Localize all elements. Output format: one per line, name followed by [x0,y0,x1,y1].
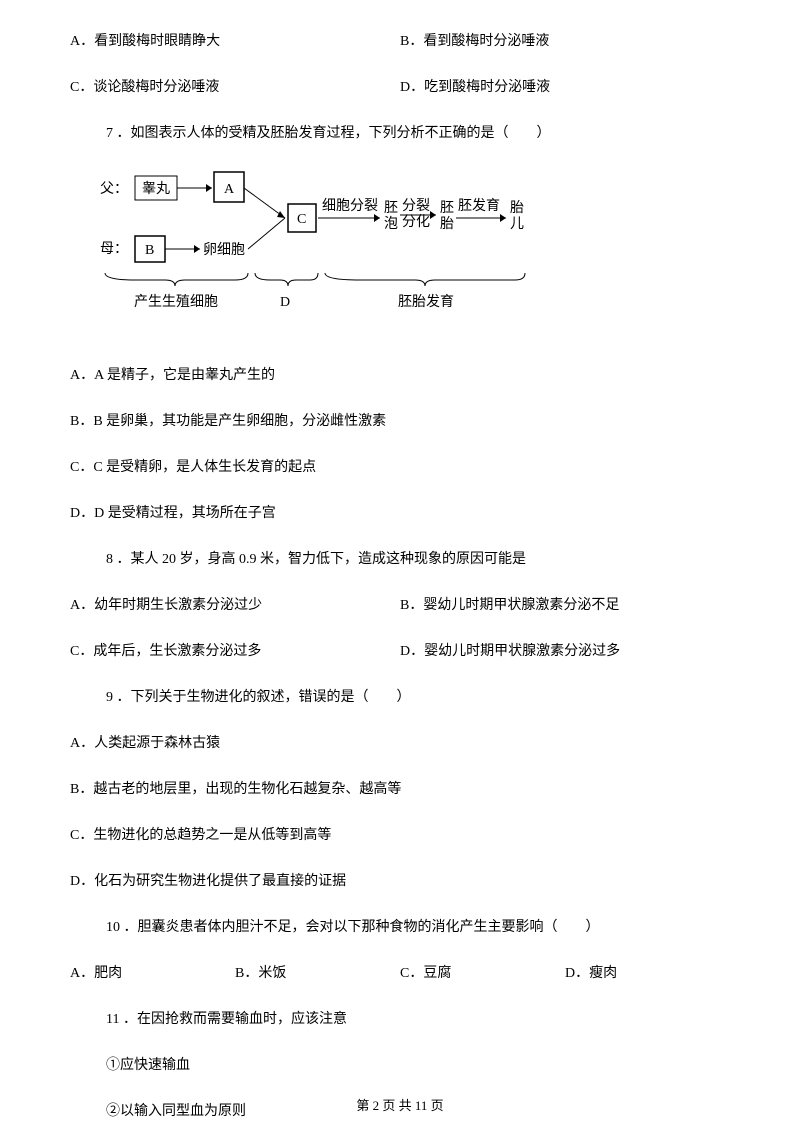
diagram-box-a: A [224,182,235,197]
q8-option-b: B．婴幼儿时期甲状腺激素分泌不足 [400,594,730,614]
q11-sub1: ①应快速输血 [70,1054,730,1074]
q9-option-d: D．化石为研究生物进化提供了最直接的证据 [70,870,730,890]
diagram-blastula2: 泡 [384,216,398,232]
diagram-fetus2: 儿 [510,216,524,232]
diagram-egg: 卵细胞 [203,242,245,258]
diagram-mother-label: 母： [100,242,128,257]
diagram-produce: 产生生殖细胞 [134,293,218,310]
q9-text: 9 ．下列关于生物进化的叙述，错误的是（ ） [70,686,730,706]
q7-option-b: B．B 是卵巢，其功能是产生卵细胞，分泌雌性激素 [70,410,730,430]
q6-option-c: C．谈论酸梅时分泌唾液 [70,76,400,96]
q8-text: 8 ．某人 20 岁，身高 0.9 米，智力低下，造成这种现象的原因可能是 [70,548,730,568]
q8-option-d: D．婴幼儿时期甲状腺激素分泌过多 [400,640,730,660]
q10-option-c: C．豆腐 [400,962,565,982]
diagram-embdev: 胚发育 [458,198,500,214]
diagram-box-b: B [145,243,154,258]
q8-option-a: A．幼年时期生长激素分泌过少 [70,594,400,614]
q9-option-b: B．越古老的地层里，出现的生物化石越复杂、越高等 [70,778,730,798]
q8-option-c: C．成年后，生长激素分泌过多 [70,640,400,660]
q7-option-d: D．D 是受精过程，其场所在子宫 [70,502,730,522]
diagram-split1: 分裂 [402,198,430,214]
q6-option-a: A．看到酸梅时眼睛睁大 [70,30,400,50]
diagram-blastula: 胚 [384,201,398,216]
diagram-d: D [280,295,290,310]
q6-option-b: B．看到酸梅时分泌唾液 [400,30,730,50]
diagram-fetus1: 胎 [510,200,524,216]
diagram-box-c: C [297,212,306,227]
q10-text: 10 ．胆囊炎患者体内胆汁不足，会对以下那种食物的消化产生主要影响（ ） [70,916,730,936]
page-footer: 第 2 页 共 11 页 [0,1095,800,1114]
q10-option-d: D．瘦肉 [565,962,730,982]
q7-option-c: C．C 是受精卵，是人体生长发育的起点 [70,456,730,476]
diagram-embryodev: 胚胎发育 [398,294,454,310]
q11-text: 11 ．在因抢救而需要输血时，应该注意 [70,1008,730,1028]
diagram-embryo2: 胎 [440,216,454,232]
diagram-embryo1: 胚 [440,201,454,216]
diagram-split2: 分化 [402,214,430,230]
diagram-father-label: 父： [100,182,128,197]
q9-option-a: A．人类起源于森林古猿 [70,732,730,752]
q10-option-a: A．肥肉 [70,962,235,982]
diagram-testis: 睾丸 [142,181,170,197]
q9-option-c: C．生物进化的总趋势之一是从低等到高等 [70,824,730,844]
q6-option-d: D．吃到酸梅时分泌唾液 [400,76,730,96]
q10-option-b: B．米饭 [235,962,400,982]
q7-text: 7 ．如图表示人体的受精及胚胎发育过程，下列分析不正确的是（ ） [70,122,730,142]
q7-option-a: A．A 是精子，它是由睾丸产生的 [70,364,730,384]
fertilization-diagram: 父： 睾丸 A 母： B 卵细胞 C 细胞分裂 胚 泡 分裂 分化 胚 胎 [100,168,730,338]
diagram-celldiv: 细胞分裂 [322,198,378,214]
